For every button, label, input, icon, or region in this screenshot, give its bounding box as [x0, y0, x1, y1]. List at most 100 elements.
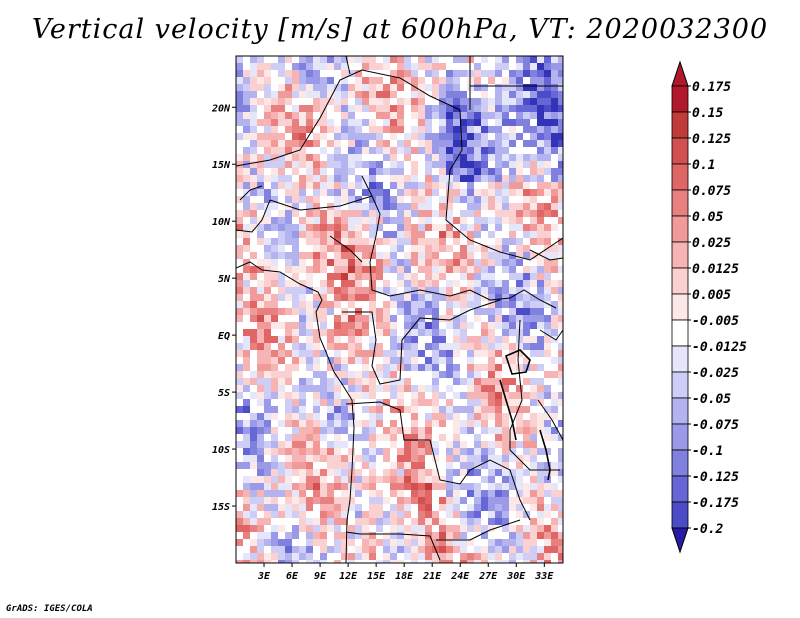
field-cell [369, 539, 376, 546]
field-cell [446, 301, 453, 308]
colorbar-segment [671, 345, 689, 373]
field-cell [544, 462, 551, 469]
field-cell [313, 210, 320, 217]
field-cell [369, 427, 376, 434]
field-cell [355, 273, 362, 280]
field-cell [439, 462, 446, 469]
field-cell [348, 301, 355, 308]
field-cell [551, 329, 558, 336]
field-cell [243, 490, 250, 497]
field-cell [271, 434, 278, 441]
field-cell [341, 259, 348, 266]
field-cell [439, 168, 446, 175]
field-cell [460, 147, 467, 154]
field-cell [404, 70, 411, 77]
field-cell [355, 427, 362, 434]
field-cell [460, 560, 467, 563]
field-cell [509, 455, 516, 462]
field-cell [341, 182, 348, 189]
field-cell [481, 553, 488, 560]
field-cell [390, 497, 397, 504]
field-cell [292, 553, 299, 560]
field-cell [250, 385, 257, 392]
field-cell [530, 329, 537, 336]
field-cell [516, 308, 523, 315]
field-cell [250, 406, 257, 413]
colorbar-label: -0.125 [692, 470, 739, 485]
field-cell [558, 210, 563, 217]
field-cell [341, 483, 348, 490]
field-cell [488, 133, 495, 140]
field-cell [320, 441, 327, 448]
field-cell [250, 364, 257, 371]
field-cell [306, 231, 313, 238]
field-cell [292, 441, 299, 448]
field-cell [516, 427, 523, 434]
field-cell [250, 497, 257, 504]
field-cell [376, 175, 383, 182]
field-cell [278, 427, 285, 434]
field-cell [257, 497, 264, 504]
field-cell [285, 56, 292, 63]
field-cell [320, 126, 327, 133]
field-cell [306, 476, 313, 483]
field-cell [516, 252, 523, 259]
field-cell [306, 553, 313, 560]
field-cell [558, 511, 563, 518]
field-cell [376, 147, 383, 154]
field-cell [285, 427, 292, 434]
field-cell [502, 224, 509, 231]
field-cell [460, 252, 467, 259]
field-cell [446, 126, 453, 133]
field-cell [383, 119, 390, 126]
field-cell [390, 231, 397, 238]
field-cell [243, 301, 250, 308]
field-cell [474, 448, 481, 455]
field-cell [257, 476, 264, 483]
field-cell [278, 175, 285, 182]
field-cell [327, 112, 334, 119]
field-cell [460, 518, 467, 525]
field-cell [481, 490, 488, 497]
field-cell [551, 70, 558, 77]
field-cell [516, 525, 523, 532]
field-cell [481, 406, 488, 413]
field-cell [299, 266, 306, 273]
field-cell [537, 140, 544, 147]
field-cell [278, 308, 285, 315]
field-cell [523, 175, 530, 182]
field-cell [537, 77, 544, 84]
field-cell [530, 532, 537, 539]
field-cell [264, 406, 271, 413]
field-cell [453, 231, 460, 238]
field-cell [488, 532, 495, 539]
field-cell [278, 231, 285, 238]
field-cell [537, 434, 544, 441]
field-cell [250, 210, 257, 217]
chart-title: Vertical velocity [m/s] at 600hPa, VT: 2… [31, 14, 769, 45]
field-cell [537, 357, 544, 364]
field-cell [516, 182, 523, 189]
field-cell [236, 203, 243, 210]
field-cell [397, 91, 404, 98]
field-cell [523, 189, 530, 196]
field-cell [530, 126, 537, 133]
field-cell [299, 175, 306, 182]
field-cell [390, 322, 397, 329]
field-cell [348, 245, 355, 252]
x-tick-label: 21E [422, 571, 442, 582]
field-cell [544, 189, 551, 196]
field-cell [313, 539, 320, 546]
field-cell [306, 252, 313, 259]
field-cell [306, 140, 313, 147]
field-cell [369, 462, 376, 469]
field-cell [544, 231, 551, 238]
field-cell [278, 490, 285, 497]
field-cell [460, 553, 467, 560]
field-cell [523, 217, 530, 224]
field-cell [313, 497, 320, 504]
field-cell [292, 343, 299, 350]
field-cell [474, 364, 481, 371]
field-cell [446, 448, 453, 455]
field-cell [320, 455, 327, 462]
